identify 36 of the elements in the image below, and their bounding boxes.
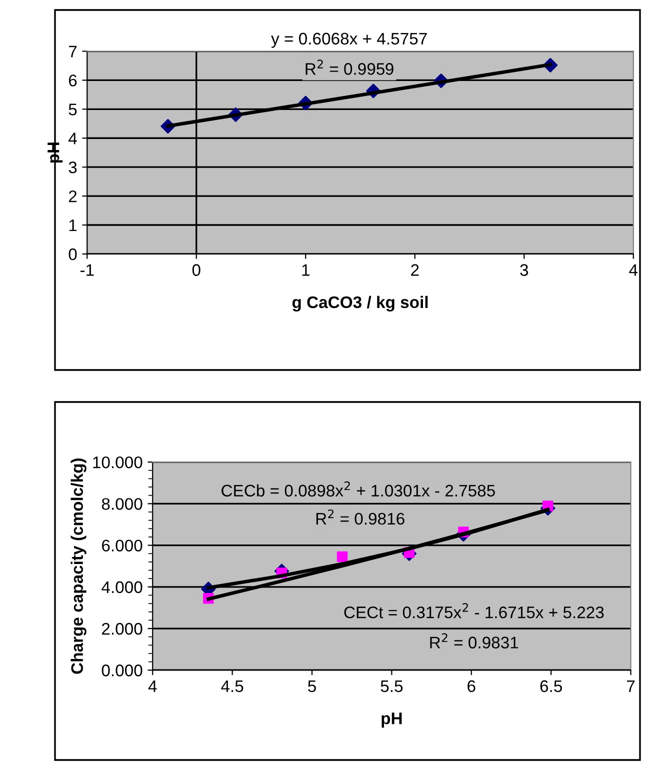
y-tick-label: 3 xyxy=(68,162,77,174)
y-tick-label: 4 xyxy=(68,132,77,144)
x-tick-label: 4 xyxy=(148,680,157,692)
y-tick-label: 10.000 xyxy=(93,456,142,468)
x-tick-label: -1 xyxy=(80,264,94,276)
text: y = 0.6068x + 4.5757 xyxy=(271,32,427,48)
x-tick-label: 5 xyxy=(308,680,316,692)
x-tick-label: 4.5 xyxy=(221,680,244,692)
x-tick-label: 3 xyxy=(520,264,528,276)
annotation: CECb = 0.0898x$^{2}$ + 1.0301x - 2.7585 xyxy=(222,481,495,497)
y-tick-label: 1 xyxy=(69,220,77,232)
y-tick-label: 8.000 xyxy=(102,498,142,510)
y-tick-label: 0.000 xyxy=(102,664,142,676)
y-tick-label: 6 xyxy=(68,74,77,86)
annotation: CECt = 0.3175x$^{2}$ - 1.6715x + 5.223 xyxy=(344,603,604,618)
y-tick-label: 6.000 xyxy=(102,540,142,552)
x-tick-label: 6 xyxy=(468,680,476,692)
x-tick-label: 2 xyxy=(411,264,419,276)
y-tick-label: 7 xyxy=(68,46,77,58)
x-tick-label: 4 xyxy=(629,264,638,276)
annotation: R$^{2}$ = 0.9959 xyxy=(306,60,394,75)
x-tick-label: 7 xyxy=(626,680,635,692)
x-axis-title: pH xyxy=(382,712,402,728)
annotation: R$^{2}$ = 0.9816 xyxy=(316,509,404,525)
x-tick-label: 1 xyxy=(302,264,310,276)
x-tick-label: 0 xyxy=(192,264,200,276)
x-tick-label: 5.5 xyxy=(380,680,403,692)
y-tick-label: 2 xyxy=(68,190,77,202)
y-tick-label: 4.000 xyxy=(102,581,142,594)
y-axis-title: Charge capacity (cmolc/kg) xyxy=(70,458,86,674)
x-tick-label: 6.5 xyxy=(540,680,562,692)
y-tick-label: 2.000 xyxy=(102,622,142,635)
x-axis-title: g CaCO3 / kg soil xyxy=(292,296,428,312)
y-tick-label: 0 xyxy=(68,248,77,260)
y-tick-label: 5 xyxy=(68,104,77,116)
annotation: R$^{2}$ = 0.9831 xyxy=(430,633,518,648)
